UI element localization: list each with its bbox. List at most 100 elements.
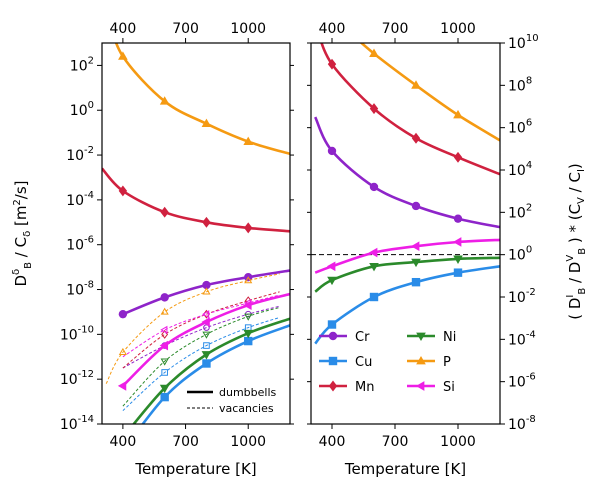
- data-marker-mn: [160, 206, 169, 218]
- legend-label-si: Si: [443, 380, 455, 395]
- legend-label-dumbbells: dumbbells: [219, 386, 277, 399]
- x-tick-label-top: 1000: [230, 21, 266, 37]
- legend-label-mn: Mn: [355, 380, 374, 395]
- x-tick-label: 700: [382, 434, 409, 450]
- vacancy-marker-ni: [202, 331, 211, 339]
- data-marker-ni: [327, 276, 337, 286]
- data-marker-mn: [118, 185, 128, 197]
- y-tick-label: 1010: [508, 33, 539, 52]
- vacancy-line-p: [105, 273, 280, 384]
- data-marker-cr: [411, 201, 421, 211]
- legend-label-cu: Cu: [355, 355, 372, 370]
- data-marker-ni: [159, 384, 170, 394]
- plot-area: [311, 43, 500, 345]
- y-tick-label: 100: [508, 245, 532, 264]
- y-axis-label: ( DIB / DVB ) * (CV / CI): [565, 163, 588, 320]
- left-panel: 400 400 700 700 1000 1000 10-14 10-12 10-10 10-8 1…: [11, 21, 294, 478]
- legend-marker-cu: [328, 356, 338, 366]
- x-tick-label: 400: [319, 434, 346, 450]
- data-marker-cr: [453, 214, 463, 223]
- y-tick-label: 10-2: [508, 287, 536, 306]
- y-tick-label: 10-6: [508, 372, 536, 391]
- x-tick-label-top: 400: [110, 21, 137, 37]
- data-marker-cr: [327, 146, 337, 156]
- data-marker-ni: [453, 255, 463, 264]
- y-tick-label: 102: [70, 55, 94, 74]
- y-tick-label: 108: [508, 75, 532, 94]
- vacancy-marker-ni: [160, 358, 169, 366]
- series-line-mn: [102, 167, 290, 233]
- data-marker-ni: [243, 329, 254, 339]
- plot-frame: [101, 42, 291, 425]
- data-marker-cu: [369, 292, 379, 302]
- vacancy-marker-si: [202, 310, 210, 319]
- legend-marker-mn: [328, 380, 338, 392]
- data-marker-p: [118, 51, 128, 60]
- vacancy-marker-cu: [203, 342, 210, 349]
- data-marker-si: [243, 300, 252, 311]
- y-tick-label: 10-8: [508, 414, 536, 433]
- legend-marker-cr: [328, 331, 338, 341]
- y-tick-label: 10-8: [66, 280, 94, 299]
- data-marker-p: [201, 118, 212, 128]
- vacancy-marker-p: [202, 287, 211, 295]
- data-marker-cr: [202, 280, 211, 290]
- data-marker-cu: [453, 268, 463, 277]
- vacancy-line-mn: [122, 291, 280, 369]
- plot-area: [102, 43, 290, 424]
- vacancy-marker-p: [118, 347, 127, 356]
- data-marker-mn: [369, 103, 379, 115]
- data-marker-si: [159, 340, 169, 351]
- data-marker-cu: [244, 336, 253, 346]
- y-tick-label: 10-4: [66, 190, 94, 209]
- x-tick-label: 400: [110, 434, 137, 450]
- data-marker-p: [453, 109, 463, 119]
- series-line-ni: [314, 256, 500, 293]
- y-tick-label: 104: [508, 160, 532, 179]
- data-marker-cr: [369, 182, 379, 192]
- series-line-mn: [320, 43, 500, 176]
- vacancy-line-ni: [122, 307, 280, 407]
- data-marker-si: [326, 261, 336, 272]
- legend-label-vacancies: vacancies: [219, 402, 274, 415]
- y-tick-label: 10-10: [60, 324, 94, 343]
- y-tick-label: 10-2: [66, 145, 94, 164]
- data-marker-ni: [201, 351, 212, 360]
- plot-frame: [310, 42, 501, 425]
- data-marker-si: [117, 381, 127, 391]
- vacancy-line-cu: [122, 317, 280, 411]
- legend-label-cr: Cr: [355, 330, 370, 345]
- data-marker-cr: [160, 293, 169, 302]
- x-axis-label: Temperature [K]: [134, 460, 256, 478]
- y-tick-label: 102: [508, 202, 532, 221]
- data-marker-p: [411, 80, 421, 89]
- y-axis-label: DδB / Cδ [m2/s]: [11, 180, 34, 286]
- data-marker-si: [368, 247, 378, 258]
- series-line-p: [114, 43, 290, 156]
- y-tick-label: 10-14: [60, 414, 94, 433]
- data-marker-si: [410, 241, 420, 252]
- vacancy-line-cr: [122, 305, 280, 369]
- data-marker-ni: [369, 262, 379, 272]
- data-marker-cu: [202, 359, 211, 368]
- legend-marker-ni: [416, 332, 426, 342]
- x-tick-label-top: 400: [319, 21, 346, 37]
- x-tick-label-top: 700: [382, 21, 409, 37]
- data-marker-cu: [411, 277, 421, 287]
- x-axis-label: Temperature [K]: [344, 460, 466, 478]
- vacancy-marker-p: [160, 307, 169, 315]
- data-marker-p: [159, 96, 170, 105]
- x-tick-label: 1000: [230, 434, 266, 450]
- y-tick-label: 10-12: [60, 369, 94, 388]
- data-marker-si: [201, 317, 210, 327]
- data-marker-p: [369, 48, 379, 57]
- data-marker-ni: [411, 258, 421, 268]
- x-tick-label: 1000: [440, 434, 476, 450]
- legend-marker-p: [416, 355, 426, 365]
- legend-label-p: P: [443, 355, 451, 370]
- data-marker-mn: [244, 222, 253, 234]
- y-tick-label: 10-4: [508, 329, 536, 348]
- y-tick-label: 106: [508, 118, 532, 137]
- data-marker-mn: [453, 151, 463, 163]
